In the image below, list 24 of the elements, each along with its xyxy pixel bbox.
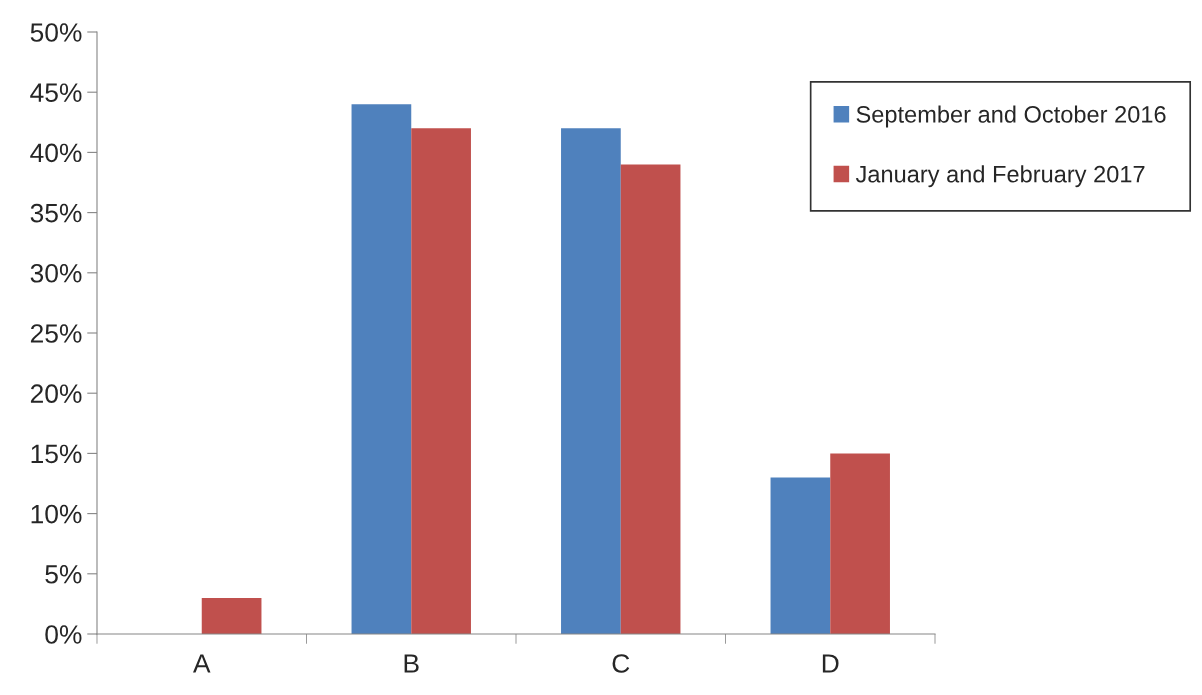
x-tick-label: C bbox=[612, 654, 630, 673]
x-tick-label: D bbox=[822, 654, 839, 673]
bar bbox=[411, 128, 471, 634]
bar bbox=[620, 164, 681, 634]
y-tick-label: 50% bbox=[30, 23, 82, 42]
bar bbox=[770, 477, 831, 634]
y-tick-label: 15% bbox=[31, 444, 82, 464]
bar bbox=[830, 453, 890, 634]
bar bbox=[561, 128, 621, 634]
x-tick-label: B bbox=[404, 654, 419, 673]
bar bbox=[351, 104, 412, 634]
y-tick-label: 5% bbox=[45, 565, 82, 584]
y-tick-label: 10% bbox=[31, 504, 82, 524]
y-tick-label: 30% bbox=[30, 263, 82, 283]
y-tick-label: 20% bbox=[30, 384, 82, 404]
y-tick-label: 0% bbox=[45, 625, 82, 644]
legend-label: September and October 2016 bbox=[856, 105, 1166, 128]
bar bbox=[201, 597, 262, 634]
legend-label: January and February 2017 bbox=[855, 165, 1145, 188]
x-tick-label: A bbox=[193, 654, 211, 673]
y-tick-label: 40% bbox=[30, 143, 82, 163]
y-tick-label: 25% bbox=[30, 324, 82, 343]
y-tick-label: 35% bbox=[30, 203, 82, 223]
y-tick-label: 45% bbox=[30, 83, 82, 103]
